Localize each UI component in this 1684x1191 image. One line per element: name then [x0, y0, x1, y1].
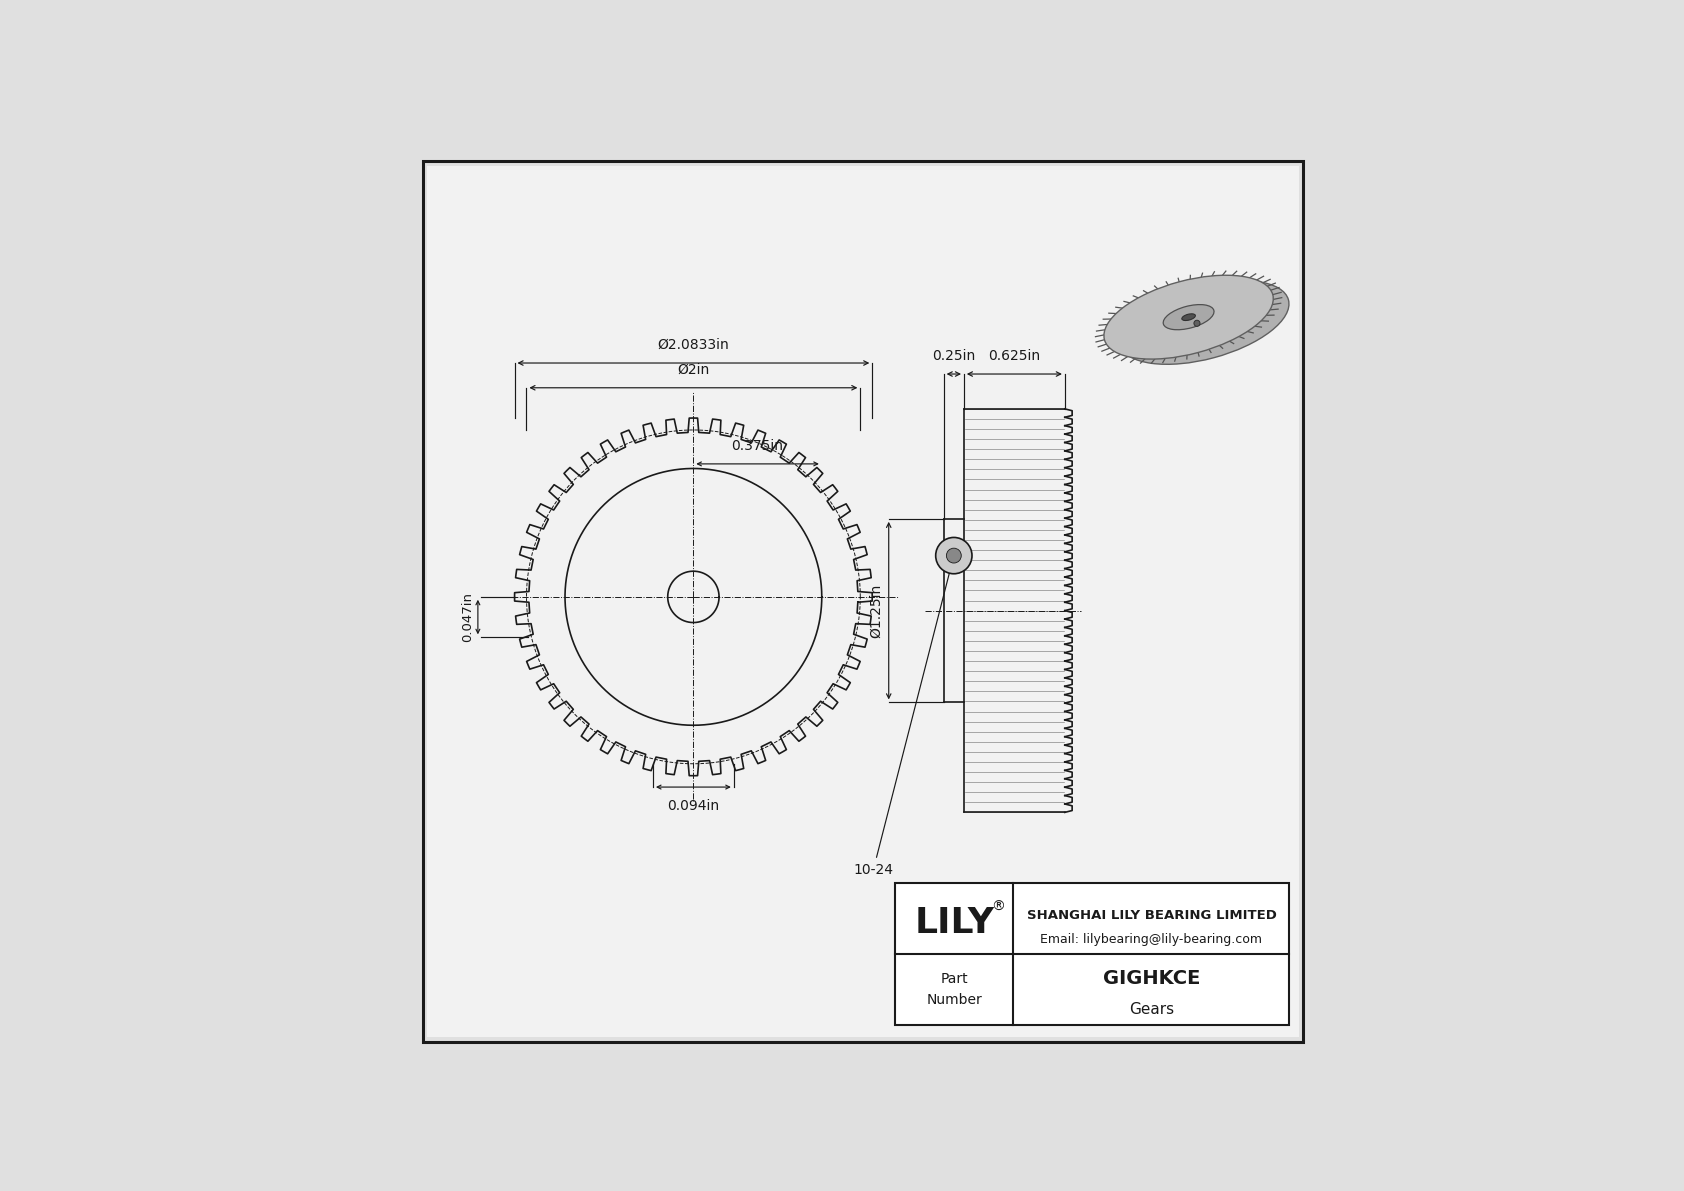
Text: GIGHKCE: GIGHKCE [1103, 968, 1201, 987]
Text: LILY: LILY [914, 906, 994, 940]
Ellipse shape [1182, 313, 1196, 320]
Text: Ø2.0833in: Ø2.0833in [657, 338, 729, 353]
Ellipse shape [1164, 305, 1214, 330]
Text: Ø2in: Ø2in [677, 363, 709, 376]
Text: Ø1.25in: Ø1.25in [869, 584, 882, 637]
Text: 0.25in: 0.25in [933, 349, 975, 363]
Text: Email: lilybearing@lily-bearing.com: Email: lilybearing@lily-bearing.com [1041, 934, 1263, 947]
Text: SHANGHAI LILY BEARING LIMITED: SHANGHAI LILY BEARING LIMITED [1027, 909, 1276, 922]
Circle shape [1194, 320, 1201, 326]
Circle shape [946, 548, 962, 563]
Text: 0.375in: 0.375in [731, 439, 783, 453]
Text: 0.094in: 0.094in [667, 799, 719, 813]
Text: 0.047in: 0.047in [461, 592, 475, 642]
Ellipse shape [1105, 275, 1273, 360]
Text: ®: ® [990, 900, 1005, 915]
Ellipse shape [1120, 280, 1288, 364]
Text: 10-24: 10-24 [854, 559, 953, 877]
Bar [896, 883, 1290, 1025]
Text: Gears: Gears [1128, 1002, 1174, 1017]
Text: Part
Number: Part Number [926, 972, 982, 1006]
Text: 0.625in: 0.625in [989, 349, 1041, 363]
Circle shape [936, 537, 972, 574]
